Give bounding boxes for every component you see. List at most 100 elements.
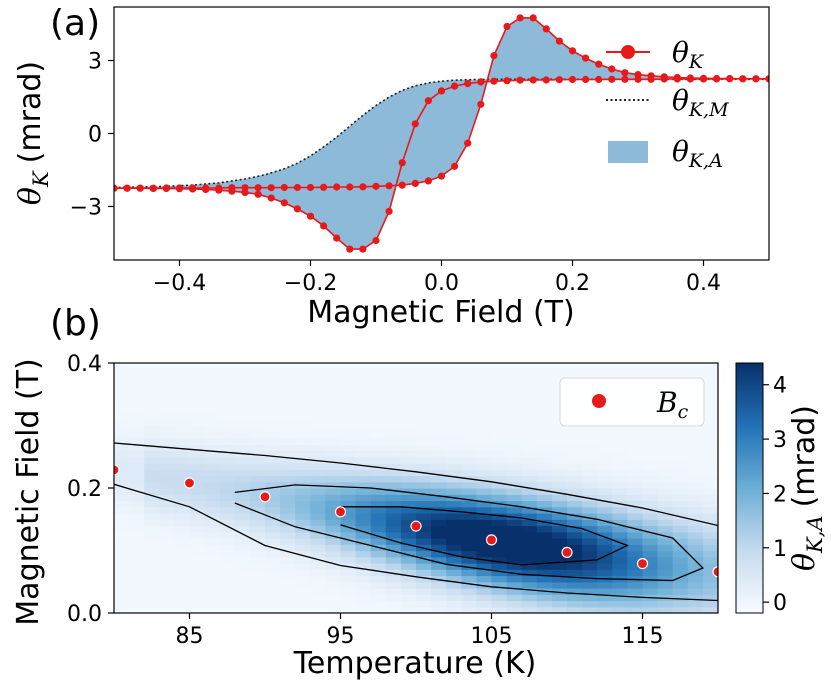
heatmap-cell bbox=[446, 569, 462, 577]
heatmap-cell bbox=[295, 475, 311, 483]
heatmap-cell bbox=[521, 556, 538, 564]
heatmap-cell bbox=[219, 531, 236, 539]
panel-a-ylabel: θK(mrad) bbox=[13, 61, 53, 205]
heatmap-cell bbox=[370, 569, 387, 577]
heatmap-cell bbox=[506, 375, 523, 383]
heatmap-cell bbox=[536, 394, 553, 402]
heatmap-cell bbox=[551, 425, 568, 433]
heatmap-cell bbox=[687, 563, 704, 570]
heatmap-cell bbox=[189, 431, 206, 439]
heatmap-cell bbox=[219, 544, 236, 552]
heatmap-cell bbox=[461, 469, 477, 477]
heatmap-cell bbox=[370, 525, 387, 533]
heatmap-cell bbox=[416, 606, 432, 613]
heatmap-cell bbox=[129, 400, 145, 408]
heatmap-cell bbox=[567, 513, 583, 520]
heatmap-cell bbox=[536, 525, 553, 533]
heatmap-cell bbox=[491, 394, 508, 402]
heatmap-cell bbox=[144, 444, 160, 452]
heatmap-cell bbox=[310, 506, 326, 514]
heatmap-cell bbox=[446, 413, 462, 420]
heatmap-cell bbox=[370, 494, 387, 502]
heatmap-cell bbox=[431, 525, 447, 533]
heatmap-cell bbox=[310, 381, 326, 389]
heatmap-cell bbox=[114, 369, 130, 377]
heatmap-cell bbox=[144, 394, 160, 402]
heatmap-cell bbox=[446, 519, 462, 527]
heatmap-cell bbox=[400, 456, 417, 464]
heatmap-cell bbox=[204, 375, 221, 383]
heatmap-cell bbox=[340, 506, 357, 514]
panel-a-xtick-label: 0.2 bbox=[555, 271, 590, 296]
heatmap-cell bbox=[265, 594, 281, 602]
heatmap-cell bbox=[551, 525, 568, 533]
heatmap-cell bbox=[702, 363, 718, 370]
heatmap-cell bbox=[657, 475, 674, 483]
heatmap-cell bbox=[159, 438, 175, 445]
heatmap-cell bbox=[114, 469, 130, 477]
heatmap-cell bbox=[280, 406, 296, 414]
point-theta_K_ascending bbox=[699, 74, 708, 82]
heatmap-cell bbox=[280, 594, 296, 602]
heatmap-cell bbox=[370, 481, 387, 489]
heatmap-cell bbox=[506, 563, 523, 570]
heatmap-cell bbox=[325, 419, 342, 427]
heatmap-cell bbox=[159, 400, 175, 408]
heatmap-cell bbox=[521, 475, 538, 483]
heatmap-cell bbox=[597, 525, 613, 533]
heatmap-cell bbox=[204, 363, 221, 370]
heatmap-cell bbox=[385, 419, 402, 427]
heatmap-cell bbox=[114, 556, 130, 564]
heatmap-cell bbox=[582, 481, 598, 489]
heatmap-cell bbox=[204, 494, 221, 502]
heatmap-cell bbox=[582, 444, 598, 452]
heatmap-cell bbox=[597, 431, 613, 439]
heatmap-cell bbox=[114, 400, 130, 408]
panel-a-xtick-label: −0.4 bbox=[153, 271, 206, 296]
heatmap-cell bbox=[506, 419, 523, 427]
point-theta_K_descending bbox=[385, 207, 393, 215]
heatmap-cell bbox=[280, 531, 296, 539]
heatmap-cell bbox=[189, 456, 206, 464]
heatmap-cell bbox=[325, 425, 342, 433]
heatmap-cell bbox=[400, 538, 417, 545]
heatmap-cell bbox=[310, 494, 326, 502]
heatmap-cell bbox=[129, 363, 145, 370]
heatmap-cell bbox=[400, 500, 417, 508]
heatmap-cell bbox=[597, 550, 613, 558]
heatmap-cell bbox=[491, 538, 508, 545]
heatmap-cell bbox=[385, 563, 402, 570]
heatmap-cell bbox=[340, 394, 357, 402]
heatmap-cell bbox=[536, 431, 553, 439]
heatmap-cell bbox=[702, 581, 718, 589]
heatmap-cell bbox=[174, 494, 191, 502]
heatmap-cell bbox=[521, 469, 538, 477]
heatmap-cell bbox=[612, 475, 628, 483]
bc-point bbox=[410, 520, 422, 532]
heatmap-cell bbox=[370, 375, 387, 383]
heatmap-cell bbox=[340, 475, 357, 483]
heatmap-cell bbox=[582, 494, 598, 502]
point-theta_K_ascending bbox=[424, 177, 432, 185]
heatmap-cell bbox=[536, 456, 553, 464]
heatmap-cell bbox=[249, 531, 266, 539]
heatmap-cell bbox=[461, 544, 477, 552]
heatmap-cell bbox=[672, 494, 689, 502]
heatmap-cell bbox=[687, 594, 704, 602]
heatmap-cell bbox=[355, 369, 372, 377]
heatmap-cell bbox=[446, 425, 462, 433]
heatmap-cell bbox=[370, 419, 387, 427]
heatmap-cell bbox=[295, 494, 311, 502]
heatmap-cell bbox=[340, 488, 357, 495]
heatmap-cell bbox=[612, 494, 628, 502]
heatmap-cell bbox=[446, 363, 462, 370]
heatmap-cell bbox=[642, 444, 659, 452]
heatmap-cell bbox=[567, 544, 583, 552]
heatmap-cell bbox=[204, 431, 221, 439]
heatmap-cell bbox=[612, 363, 628, 370]
heatmap-cell bbox=[400, 463, 417, 470]
heatmap-cell bbox=[687, 531, 704, 539]
point-theta_K_ascending bbox=[542, 25, 550, 33]
heatmap-cell bbox=[551, 513, 568, 520]
heatmap-cell bbox=[687, 525, 704, 533]
